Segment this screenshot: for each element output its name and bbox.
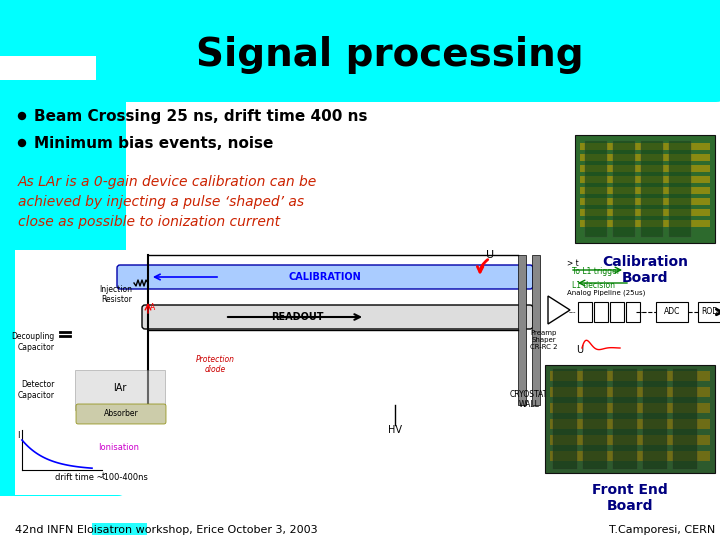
Text: As LAr is a 0-gain device calibration can be
achieved by injecting a pulse ‘shap: As LAr is a 0-gain device calibration ca…: [18, 175, 318, 229]
Text: CALIBRATION: CALIBRATION: [289, 272, 361, 282]
Text: L1 decision: L1 decision: [572, 280, 615, 289]
Bar: [550, 403, 710, 413]
Bar: [15, 250, 575, 495]
Text: drift time ~100-400ns: drift time ~100-400ns: [55, 474, 148, 483]
Bar: [580, 220, 710, 227]
Bar: [656, 302, 688, 322]
Bar: [75, 370, 165, 410]
Bar: [553, 369, 577, 469]
Bar: [580, 209, 710, 216]
Text: A: A: [150, 303, 156, 313]
Bar: [583, 369, 607, 469]
Text: Injection
Resistor: Injection Resistor: [99, 285, 132, 305]
Text: U: U: [486, 250, 494, 260]
FancyBboxPatch shape: [0, 0, 146, 56]
FancyBboxPatch shape: [96, 0, 720, 102]
Text: Signal processing: Signal processing: [196, 36, 584, 74]
Text: T.Camporesi, CERN: T.Camporesi, CERN: [608, 525, 715, 535]
Bar: [532, 255, 540, 405]
Text: > t: > t: [567, 259, 579, 267]
Polygon shape: [548, 296, 570, 324]
Bar: [578, 302, 592, 322]
Text: E= $\Sigma$ $a_i$ $s_i$: E= $\Sigma$ $a_i$ $s_i$: [645, 392, 693, 406]
Text: I: I: [17, 431, 19, 440]
Bar: [550, 387, 710, 397]
Text: lAr: lAr: [113, 383, 127, 393]
Bar: [518, 255, 526, 405]
Bar: [594, 302, 608, 322]
Text: ---: ---: [640, 309, 647, 315]
Text: t= $\Sigma$ $b_i$ $s_i$: t= $\Sigma$ $b_i$ $s_i$: [645, 432, 691, 446]
Text: Minimum bias events, noise: Minimum bias events, noise: [34, 136, 274, 151]
Text: ADC: ADC: [664, 307, 680, 316]
Bar: [550, 435, 710, 445]
Text: Decoupling
Capacitor: Decoupling Capacitor: [12, 332, 55, 352]
Bar: [698, 302, 720, 322]
Text: To L1 trigger: To L1 trigger: [572, 267, 620, 276]
Text: Protection
diode: Protection diode: [196, 355, 235, 374]
Bar: [626, 302, 640, 322]
Bar: [673, 369, 697, 469]
Text: 42nd INFN Eloisatron workshop, Erice October 3, 2003: 42nd INFN Eloisatron workshop, Erice Oct…: [15, 525, 318, 535]
Bar: [610, 302, 624, 322]
Text: ROD: ROD: [701, 307, 719, 316]
FancyBboxPatch shape: [117, 265, 533, 289]
Text: CRYOSTAT
WALL: CRYOSTAT WALL: [510, 390, 548, 409]
Text: Absorber: Absorber: [104, 409, 138, 418]
Text: Ionisation: Ionisation: [98, 443, 139, 453]
Text: Beam Crossing 25 ns, drift time 400 ns: Beam Crossing 25 ns, drift time 400 ns: [34, 109, 367, 124]
Bar: [643, 369, 667, 469]
Text: t: t: [102, 472, 105, 481]
Bar: [550, 371, 710, 381]
Bar: [580, 165, 710, 172]
Text: Detector
Capacitor: Detector Capacitor: [18, 380, 55, 400]
Bar: [580, 187, 710, 194]
Bar: [641, 141, 663, 237]
Text: HV: HV: [388, 425, 402, 435]
Bar: [580, 176, 710, 183]
Bar: [613, 369, 637, 469]
FancyBboxPatch shape: [142, 305, 533, 329]
Bar: [92, 523, 147, 535]
Bar: [550, 419, 710, 429]
Bar: [580, 143, 710, 150]
Bar: [550, 451, 710, 461]
Bar: [545, 365, 715, 473]
Text: Front End
Board: Front End Board: [592, 483, 668, 513]
Text: Reconstruct
Energy:: Reconstruct Energy:: [645, 370, 696, 389]
Bar: [575, 135, 715, 243]
Text: Analog Pipeline (25us): Analog Pipeline (25us): [567, 289, 645, 296]
Bar: [613, 141, 635, 237]
Bar: [585, 141, 607, 237]
FancyBboxPatch shape: [76, 404, 166, 424]
Text: READOUT: READOUT: [271, 312, 324, 322]
Circle shape: [19, 139, 25, 146]
Bar: [580, 198, 710, 205]
Text: U: U: [577, 345, 584, 355]
Text: Arrival time:: Arrival time:: [645, 415, 697, 424]
Text: Calibration
Board: Calibration Board: [602, 255, 688, 285]
Text: Preamp
Shaper
CR-RC 2: Preamp Shaper CR-RC 2: [530, 330, 558, 350]
FancyBboxPatch shape: [0, 80, 126, 496]
Circle shape: [19, 112, 25, 119]
Bar: [669, 141, 691, 237]
Bar: [580, 154, 710, 161]
Text: ---: ---: [569, 309, 576, 315]
